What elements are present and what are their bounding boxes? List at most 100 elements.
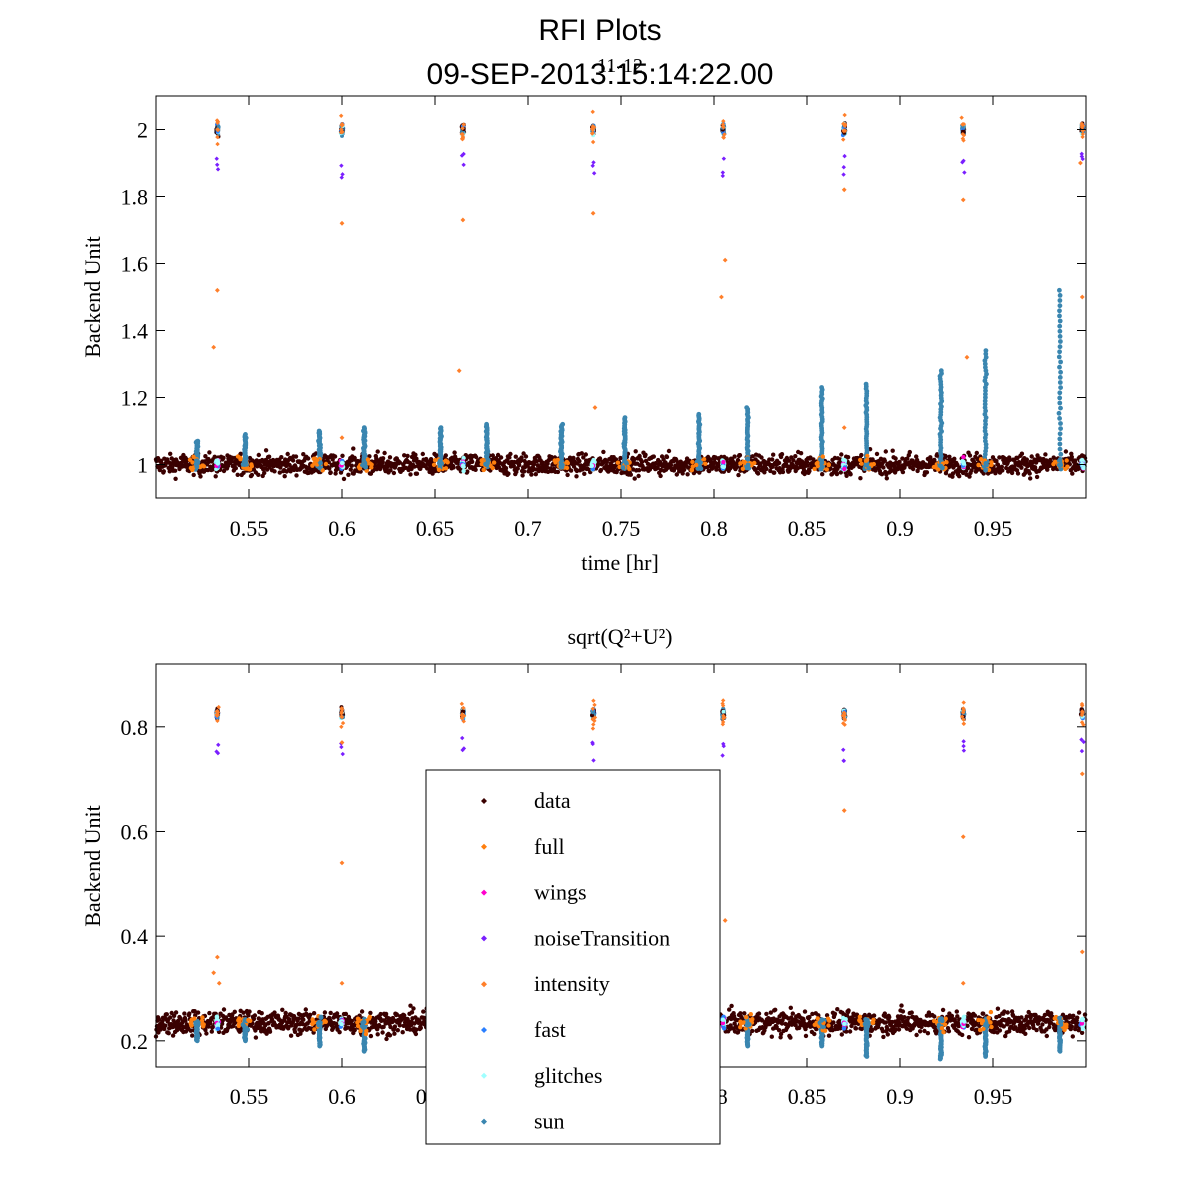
data-point: [582, 471, 587, 476]
data-point: [514, 469, 519, 475]
sun-point: [1058, 451, 1064, 457]
full-point: [615, 460, 621, 465]
data-point: [893, 456, 898, 461]
glitches-point: [460, 463, 466, 468]
data-point: [581, 455, 586, 460]
full-point: [365, 457, 371, 462]
data-point: [221, 468, 227, 474]
sun-point: [745, 462, 751, 468]
intensity-outlier: [841, 187, 847, 193]
data-point: [577, 458, 582, 464]
data-point: [759, 455, 764, 460]
full-point: [243, 466, 249, 471]
glitches-point: [215, 461, 220, 466]
data-point: [890, 448, 895, 453]
data-point: [884, 476, 889, 481]
data-point: [256, 472, 261, 477]
data-point: [764, 1011, 769, 1017]
data-point: [506, 471, 511, 476]
data-point: [764, 466, 769, 472]
data-point: [798, 451, 804, 456]
sun-point: [1057, 364, 1062, 370]
sun-point: [983, 461, 989, 466]
data-point: [637, 453, 642, 459]
full-point: [978, 457, 984, 462]
data-point: [327, 466, 332, 471]
noiseTransition-point: [214, 162, 220, 168]
sun-point: [560, 421, 566, 427]
data-point: [414, 456, 419, 461]
sun-point: [195, 438, 201, 444]
data-point: [166, 1031, 171, 1036]
sun-point: [622, 415, 628, 420]
data-point: [238, 451, 243, 456]
data-point: [473, 454, 479, 460]
data-point: [247, 1009, 252, 1014]
noiseTransition-point: [591, 160, 596, 165]
sun-point: [620, 465, 626, 471]
full-point: [815, 460, 820, 466]
noiseTransition-point: [214, 156, 219, 161]
sun-point: [1057, 298, 1063, 303]
data-point: [392, 1031, 397, 1036]
data-point: [382, 450, 387, 456]
data-point: [203, 454, 208, 459]
intensity-outlier: [1079, 294, 1085, 300]
data-point: [413, 452, 418, 457]
full-point: [436, 467, 442, 472]
sun-point: [243, 432, 248, 437]
x-tick-label: 0.65: [416, 516, 455, 541]
data-point: [521, 469, 527, 474]
x-tick-label: 0.9: [886, 516, 914, 541]
data-point: [303, 1007, 308, 1012]
data-point: [974, 450, 979, 456]
full-point: [443, 466, 449, 471]
data-point: [294, 473, 299, 478]
data-point: [277, 470, 282, 475]
data-point: [384, 1036, 389, 1042]
data-point: [498, 455, 504, 460]
data-point: [212, 454, 217, 459]
sun-point: [1057, 395, 1063, 401]
sun-point: [698, 460, 703, 465]
data-point: [1027, 471, 1032, 476]
data-point: [613, 457, 619, 462]
data-point: [349, 463, 354, 468]
glitches-point: [1081, 465, 1086, 471]
data-point: [1063, 449, 1069, 454]
data-point: [232, 1009, 237, 1014]
data-point: [565, 472, 570, 478]
data-point: [636, 468, 642, 473]
data-point: [534, 459, 539, 464]
full-point: [431, 462, 437, 467]
sun-point: [1058, 359, 1063, 365]
sun-point: [744, 405, 750, 410]
full-point: [238, 457, 243, 462]
data-point: [776, 1028, 782, 1033]
data-point: [267, 1029, 273, 1034]
y-tick-label: 1.8: [121, 185, 149, 210]
data-point: [409, 1010, 415, 1015]
data-point: [999, 464, 1004, 469]
data-point: [172, 468, 178, 473]
data-point: [750, 1028, 755, 1034]
full-point: [858, 457, 863, 463]
data-point: [666, 448, 672, 454]
data-point: [508, 451, 513, 457]
data-point: [408, 472, 413, 477]
data-point: [952, 456, 957, 461]
data-point: [340, 453, 345, 458]
data-point: [287, 462, 292, 468]
noiseTransition-point: [339, 175, 344, 180]
sun-point: [1057, 328, 1063, 334]
sun-point: [1057, 441, 1063, 447]
data-point: [639, 459, 645, 465]
wings-point: [961, 454, 966, 460]
data-point: [395, 1028, 400, 1033]
full-point: [864, 457, 870, 462]
data-point: [388, 468, 393, 473]
data-point: [681, 467, 687, 472]
x-tick-label: 0.7: [514, 516, 542, 541]
data-point: [772, 470, 777, 475]
data-point: [507, 455, 512, 460]
